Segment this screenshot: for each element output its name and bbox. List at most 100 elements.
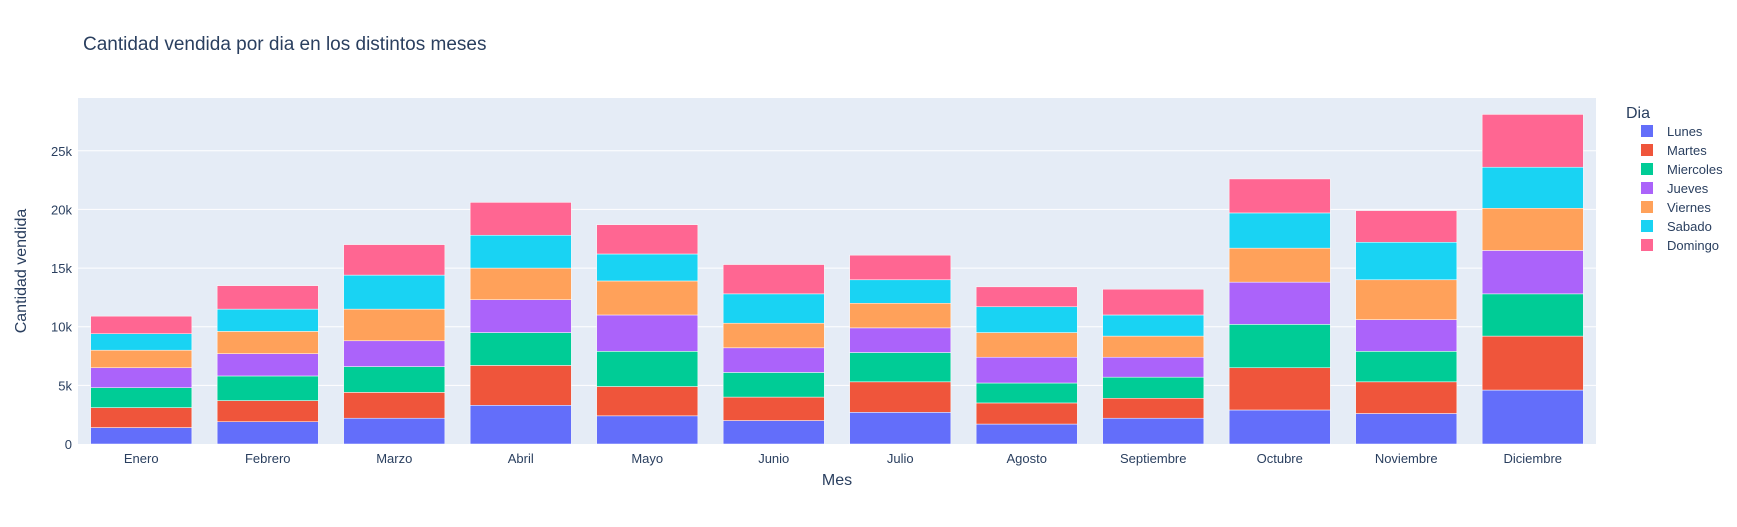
bar-segment[interactable] (1481, 114, 1584, 168)
bar-segment[interactable] (722, 293, 825, 324)
bar-segment[interactable] (1481, 208, 1584, 251)
bar-segment[interactable] (1228, 178, 1331, 214)
legend-swatch[interactable] (1641, 125, 1653, 137)
bar-segment[interactable] (90, 315, 193, 334)
bar-segment[interactable] (722, 322, 825, 349)
bar-segment[interactable] (90, 349, 193, 369)
legend-swatch[interactable] (1641, 220, 1653, 232)
bar-segment[interactable] (1355, 319, 1458, 352)
bar-segment[interactable] (216, 285, 319, 310)
bar-segment[interactable] (343, 308, 446, 342)
bar-segment[interactable] (469, 332, 572, 366)
bar-segment[interactable] (722, 420, 825, 445)
legend-swatch[interactable] (1641, 239, 1653, 251)
bar-segment[interactable] (216, 331, 319, 354)
bar-segment[interactable] (1228, 212, 1331, 249)
legend-item-label[interactable]: Martes (1667, 143, 1707, 158)
legend-item-label[interactable]: Sabado (1667, 219, 1712, 234)
bar-segment[interactable] (596, 314, 699, 352)
bar-segment[interactable] (1102, 288, 1205, 316)
bar-segment[interactable] (722, 264, 825, 295)
bar-segment[interactable] (849, 254, 952, 281)
bar-segment[interactable] (1102, 376, 1205, 399)
bar-segment[interactable] (1228, 281, 1331, 325)
bar-segment[interactable] (1102, 314, 1205, 337)
bar-segment[interactable] (849, 327, 952, 353)
bar-segment[interactable] (1228, 324, 1331, 369)
bar-segment[interactable] (1102, 398, 1205, 419)
bar-segment[interactable] (975, 382, 1078, 404)
bar-segment[interactable] (1102, 417, 1205, 445)
bar-segment[interactable] (1355, 242, 1458, 281)
bar-segment[interactable] (1102, 335, 1205, 358)
bar-segment[interactable] (216, 421, 319, 445)
bar-segment[interactable] (722, 396, 825, 421)
bar-segment[interactable] (722, 372, 825, 398)
legend-swatch[interactable] (1641, 201, 1653, 213)
legend-swatch[interactable] (1641, 144, 1653, 156)
bar-segment[interactable] (343, 392, 446, 419)
bar-segment[interactable] (596, 280, 699, 316)
bar-segment[interactable] (975, 332, 1078, 358)
bar-segment[interactable] (343, 417, 446, 445)
bar-segment[interactable] (849, 352, 952, 383)
bar-segment[interactable] (1481, 389, 1584, 445)
bar-segment[interactable] (216, 375, 319, 401)
legend-item-label[interactable]: Jueves (1667, 181, 1709, 196)
bar-segment[interactable] (1228, 409, 1331, 445)
legend-item-label[interactable]: Domingo (1667, 238, 1719, 253)
bar-segment[interactable] (975, 423, 1078, 445)
bar-segment[interactable] (216, 308, 319, 332)
bar-segment[interactable] (469, 365, 572, 406)
bar-segment[interactable] (1355, 210, 1458, 243)
plot-area (78, 98, 1596, 444)
bar-segment[interactable] (343, 274, 446, 310)
bar-segment[interactable] (90, 427, 193, 445)
x-tick-label: Abril (508, 451, 534, 466)
bar-segment[interactable] (596, 253, 699, 282)
bar-segment[interactable] (343, 366, 446, 393)
bar-segment[interactable] (849, 279, 952, 304)
bar-segment[interactable] (1355, 351, 1458, 383)
bar-segment[interactable] (469, 202, 572, 236)
bar-segment[interactable] (90, 333, 193, 351)
bar-segment[interactable] (596, 415, 699, 445)
bar-segment[interactable] (1355, 413, 1458, 445)
bar-segment[interactable] (1102, 356, 1205, 378)
bar-segment[interactable] (596, 386, 699, 417)
bar-segment[interactable] (469, 405, 572, 445)
bar-segment[interactable] (469, 234, 572, 269)
legend-swatch[interactable] (1641, 182, 1653, 194)
legend-item-label[interactable]: Lunes (1667, 124, 1703, 139)
bar-segment[interactable] (90, 367, 193, 388)
bar-segment[interactable] (90, 407, 193, 428)
bar-segment[interactable] (343, 244, 446, 276)
legend-swatch[interactable] (1641, 163, 1653, 175)
bar-segment[interactable] (1481, 293, 1584, 337)
bar-segment[interactable] (975, 402, 1078, 425)
bar-segment[interactable] (1355, 279, 1458, 320)
bar-segment[interactable] (849, 303, 952, 329)
legend-item-label[interactable]: Miercoles (1667, 162, 1723, 177)
bar-segment[interactable] (722, 347, 825, 373)
bar-segment[interactable] (1355, 381, 1458, 414)
bar-segment[interactable] (216, 400, 319, 422)
bar-segment[interactable] (216, 353, 319, 377)
bar-segment[interactable] (1481, 250, 1584, 295)
bar-segment[interactable] (469, 267, 572, 300)
bar-segment[interactable] (1481, 335, 1584, 391)
bar-segment[interactable] (1481, 166, 1584, 209)
bar-segment[interactable] (596, 224, 699, 255)
bar-segment[interactable] (1228, 247, 1331, 283)
bar-segment[interactable] (596, 351, 699, 387)
bar-segment[interactable] (343, 340, 446, 367)
bar-segment[interactable] (849, 381, 952, 413)
bar-segment[interactable] (975, 356, 1078, 384)
bar-segment[interactable] (849, 412, 952, 445)
bar-segment[interactable] (975, 306, 1078, 333)
legend-item-label[interactable]: Viernes (1667, 200, 1711, 215)
bar-segment[interactable] (90, 387, 193, 408)
bar-segment[interactable] (469, 299, 572, 333)
bar-segment[interactable] (1228, 367, 1331, 411)
bar-segment[interactable] (975, 286, 1078, 308)
